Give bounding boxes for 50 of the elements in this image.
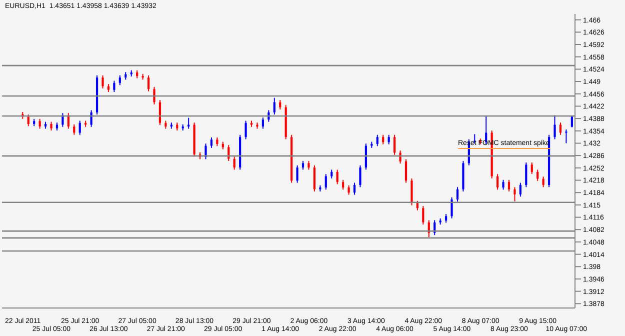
candlestick — [204, 143, 207, 160]
candlestick — [542, 176, 544, 188]
candlestick — [525, 162, 528, 188]
candlestick — [233, 156, 236, 170]
candlestick — [394, 134, 396, 156]
candlestick — [410, 178, 413, 206]
candlestick — [158, 100, 162, 126]
candlestick — [38, 118, 41, 130]
candlestick — [399, 150, 402, 164]
candlestick — [324, 174, 327, 190]
candlestick — [102, 74, 104, 89]
candlestick — [508, 179, 510, 192]
candlestick — [376, 134, 378, 147]
candlestick — [228, 144, 230, 162]
candlestick — [519, 182, 522, 198]
candlestick — [113, 80, 116, 93]
candlestick — [422, 206, 424, 226]
candlestick — [348, 184, 350, 196]
candlestick — [416, 200, 418, 211]
candlestick — [153, 86, 156, 105]
candlestick — [210, 136, 213, 148]
candlestick — [565, 128, 568, 144]
candlestick — [279, 100, 282, 110]
candlestick — [382, 134, 384, 145]
candlestick — [336, 169, 338, 185]
candlestick — [530, 162, 533, 175]
candlestick — [496, 174, 499, 190]
candlestick — [359, 164, 362, 188]
candlestick — [388, 134, 390, 145]
candlestick — [73, 124, 76, 136]
candlestick — [353, 182, 356, 196]
candlestick — [27, 114, 30, 127]
candlestick — [244, 120, 247, 140]
candlestick — [514, 186, 516, 202]
candlestick — [78, 120, 81, 136]
candlestick — [536, 169, 539, 182]
candlestick — [118, 74, 121, 86]
candlestick — [342, 179, 344, 190]
candlestick — [313, 164, 316, 192]
candlestick — [404, 158, 408, 184]
candlestick — [502, 179, 504, 190]
candlestick — [147, 74, 150, 92]
candlestick — [364, 143, 367, 170]
candlestick — [554, 114, 556, 140]
candlestick — [296, 164, 298, 184]
candlestick — [262, 116, 264, 130]
candlestick — [273, 97, 276, 116]
candlestick — [559, 122, 562, 136]
candlestick — [456, 186, 459, 202]
candlestick — [188, 117, 190, 130]
